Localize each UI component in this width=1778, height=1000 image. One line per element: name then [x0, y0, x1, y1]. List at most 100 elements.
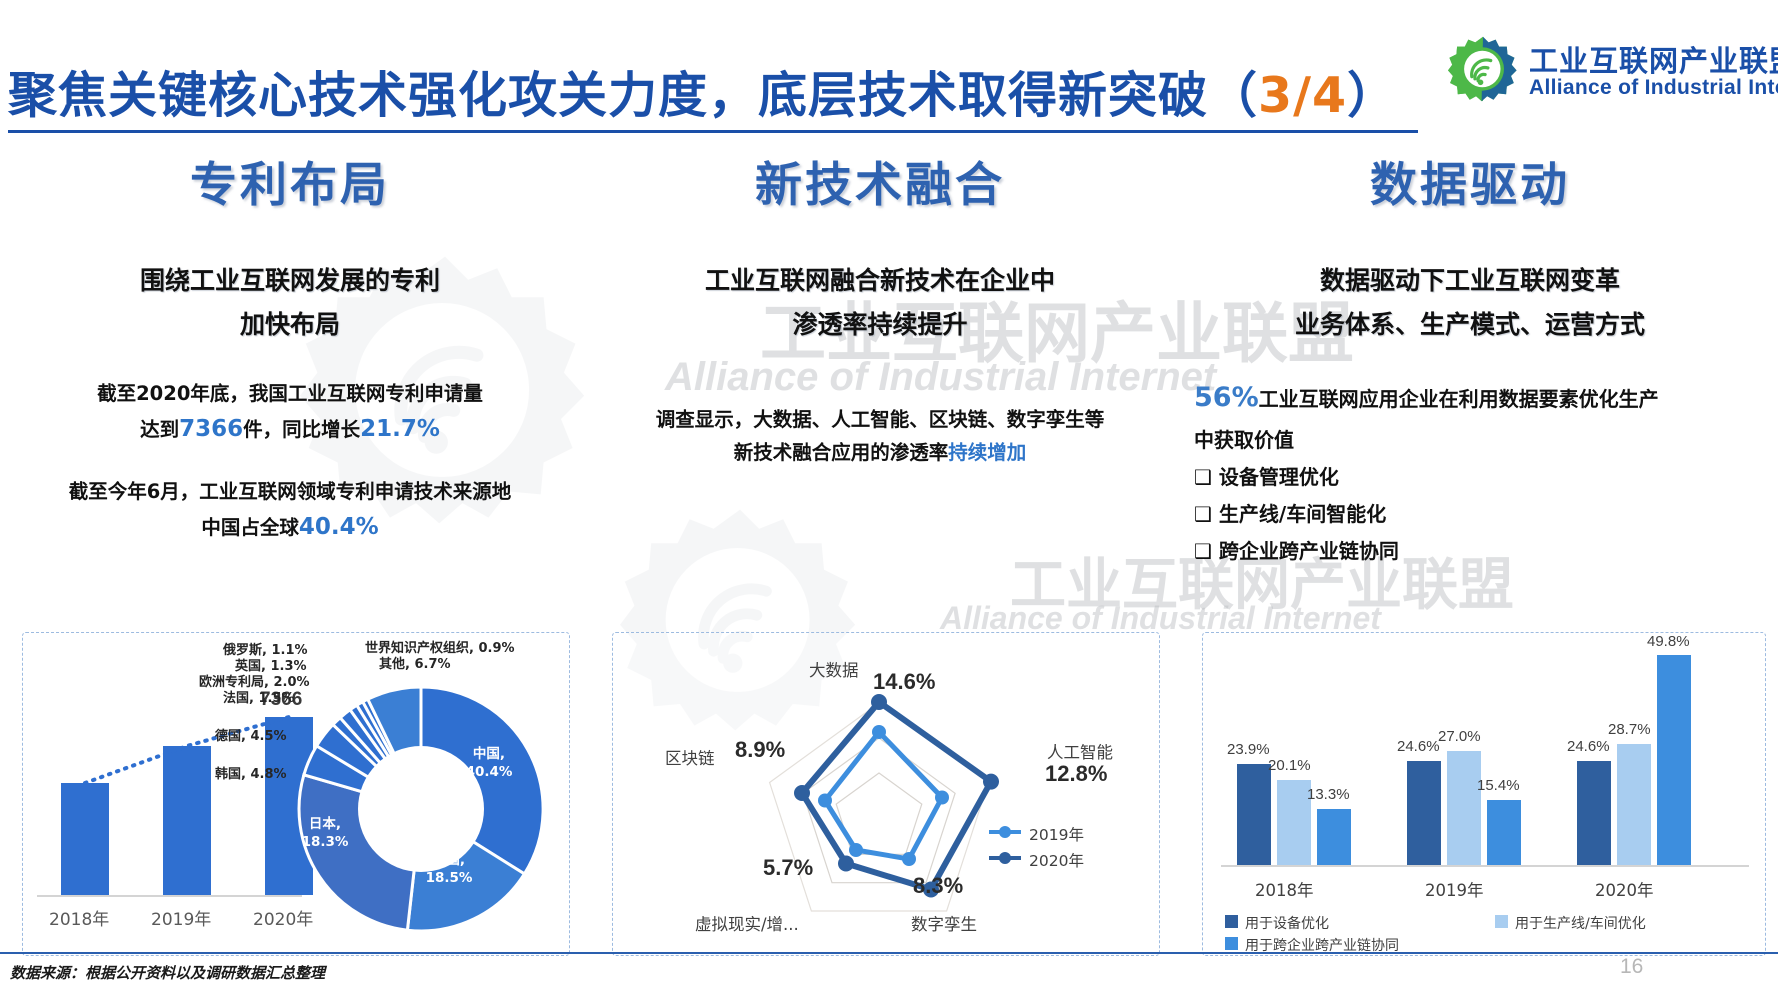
source-note: 数据来源：根据公开资料以及调研数据汇总整理 [10, 964, 326, 982]
body-line-4: 中国占全球40.4% [201, 513, 379, 540]
bullet-item-2: ❑ 生产线/车间智能化 [1194, 502, 1387, 527]
donut-label-korea: 韩国, 4.8% [215, 767, 287, 782]
bar-trendline [83, 715, 291, 785]
bar-2020-chain [1657, 655, 1691, 865]
checkbox-icon: ❑ [1194, 465, 1219, 490]
section-subheading-1: 围绕工业互联网发展的专利 加快布局 [10, 259, 570, 347]
radar-legend-marks [989, 826, 1021, 864]
stat-patent-count: 7366 [179, 415, 244, 442]
body-text-3: 56%工业互联网应用企业在利用数据要素优化生产 中获取价值 ❑ 设备管理优化 ❑… [1190, 373, 1750, 571]
bar3-label-2018-line: 20.1% [1268, 757, 1311, 774]
body-line-2: 新技术融合应用的渗透率持续增加 [733, 440, 1027, 464]
logo-gear-icon [1447, 34, 1519, 104]
section-subheading-3: 数据驱动下工业互联网变革 业务体系、生产模式、运营方式 [1190, 259, 1750, 347]
bar-tick-2019: 2019年 [151, 910, 212, 930]
radar-category-vr: 虚拟现实/增... [695, 915, 799, 934]
footer-rule [0, 952, 1778, 954]
donut-label-russia: 俄罗斯, 1.1% [223, 643, 308, 658]
body-text-1: 截至2020年底，我国工业互联网专利申请量 达到7366件，同比增长21.7% [10, 377, 570, 449]
radar-category-digitaltwin: 数字孪生 [911, 915, 977, 934]
logo-name-cn: 工业互联网产业联盟 [1529, 44, 1778, 78]
radar-category-ai: 人工智能 [1047, 743, 1113, 762]
highlight-increase: 持续增加 [948, 440, 1027, 464]
body-line-1: 调查显示，大数据、人工智能、区块链、数字孪生等 [655, 407, 1105, 431]
donut-label-uk: 英国, 1.3% [235, 659, 307, 674]
bar3-label-2018-chain: 13.3% [1307, 786, 1350, 803]
body-text-1b: 截至今年6月，工业互联网领域专利申请技术来源地 中国占全球40.4% [10, 475, 570, 547]
donut-label-usa: 美国, 18.5% [425, 852, 473, 887]
bar3-label-2020-device: 24.6% [1567, 738, 1610, 755]
donut-label-wipo: 世界知识产权组织, 0.9% [365, 641, 515, 656]
section-heading-1: 专利布局 [190, 158, 390, 213]
donut-label-japan: 日本, 18.3% [301, 816, 349, 851]
bar3-label-2020-chain: 49.8% [1647, 633, 1690, 650]
brand-logo: 工业互联网产业联盟 Alliance of Industrial Interne… [1447, 32, 1778, 106]
bar-value-label-2020: 7366 [260, 689, 303, 710]
radar-svg [768, 694, 999, 912]
subheading-line-2: 加快布局 [239, 309, 340, 339]
bar3-tick-2018: 2018年 [1255, 881, 1314, 900]
body-text-2: 调查显示，大数据、人工智能、区块链、数字孪生等 新技术融合应用的渗透率持续增加 [600, 403, 1160, 469]
bar3-label-2019-chain: 15.4% [1477, 777, 1520, 794]
column-patent-layout: 专利布局 围绕工业互联网发展的专利 加快布局 截至2020年底，我国工业互联网专… [10, 140, 570, 980]
page-number: 16 [1620, 955, 1644, 978]
legend-swatch-device [1225, 915, 1238, 928]
stat-line-2: 中获取价值 [1194, 428, 1294, 453]
title-underline [8, 130, 1418, 133]
radar-legend-2019: 2019年 [1029, 826, 1084, 844]
body-line-3: 截至今年6月，工业互联网领域专利申请技术来源地 [68, 479, 512, 503]
bullet-item-1: ❑ 设备管理优化 [1194, 465, 1339, 490]
stat-56-percent: 56% [1194, 381, 1259, 413]
subheading-line-1: 围绕工业互联网发展的专利 [139, 266, 440, 295]
stat-line: 56%工业互联网应用企业在利用数据要素优化生产 [1194, 381, 1659, 413]
radar-value-bigdata: 14.6% [873, 669, 936, 694]
legend-label-chain: 用于跨企业跨产业链协同 [1245, 938, 1399, 954]
bar3-axis-x [1221, 865, 1749, 867]
bar-2020-device [1577, 761, 1611, 865]
slide-header: 聚焦关键核心技术强化攻关力度，底层技术取得新突破（3/4） [0, 26, 1778, 133]
donut-label-china: 中国, 40.4% [465, 746, 513, 781]
bar-axis-x [37, 895, 302, 897]
legend-swatch-line [1495, 915, 1508, 928]
bar3-label-2018-device: 23.9% [1227, 741, 1270, 758]
page-title-number: 3/4 [1258, 67, 1348, 124]
bar-2020-line [1617, 744, 1651, 865]
section-subheading-2: 工业互联网融合新技术在企业中 渗透率持续提升 [600, 259, 1160, 347]
section-heading-2: 新技术融合 [755, 158, 1005, 213]
legend-swatch-chain [1225, 937, 1238, 950]
radar-value-digitaltwin: 8.3% [913, 873, 964, 898]
checkbox-icon: ❑ [1194, 502, 1219, 527]
chart-data-usage-bars: 23.9% 20.1% 13.3% 2018年 24.6% 27.0% 15.4… [1202, 632, 1766, 956]
bar-2018 [61, 783, 109, 895]
subheading-line-2: 渗透率持续提升 [792, 309, 968, 339]
subheading-line-1: 工业互联网融合新技术在企业中 [704, 266, 1055, 295]
radar-value-blockchain: 8.9% [735, 737, 786, 762]
radar-legend-2020: 2020年 [1029, 852, 1084, 870]
bar-2018-device [1237, 764, 1271, 865]
donut-label-germany: 德国, 4.5% [215, 729, 287, 744]
legend-label-line: 用于生产线/车间优化 [1515, 916, 1646, 932]
chart-tech-penetration-radar: 大数据 14.6% 人工智能 12.8% 数字孪生 8.3% 虚拟现实/增...… [612, 632, 1160, 956]
bar-2019-line [1447, 751, 1481, 865]
stat-growth-rate: 21.7% [360, 415, 440, 442]
section-heading-3: 数据驱动 [1370, 158, 1570, 213]
bar3-label-2020-line: 28.7% [1608, 721, 1651, 738]
body-line-1: 截至2020年底，我国工业互联网专利申请量 [97, 381, 483, 405]
bar3-label-2019-line: 27.0% [1438, 728, 1481, 745]
bar-2019 [163, 746, 211, 895]
bar-2019-device [1407, 761, 1441, 865]
chart-patent-overview: 7366 2018年 2019年 2020年 [22, 632, 570, 956]
bar-2019-chain [1487, 800, 1521, 865]
body-line-2: 达到7366件，同比增长21.7% [140, 415, 440, 442]
legend-label-device: 用于设备优化 [1245, 916, 1329, 932]
radar-value-ai: 12.8% [1045, 761, 1108, 786]
bar3-label-2019-device: 24.6% [1397, 738, 1440, 755]
bullet-item-3: ❑ 跨企业跨产业链协同 [1194, 539, 1399, 564]
column-data-driven: 数据驱动 数据驱动下工业互联网变革 业务体系、生产模式、运营方式 56%工业互联… [1190, 140, 1750, 980]
logo-name-en: Alliance of Industrial Internet [1529, 76, 1778, 99]
bar3-tick-2020: 2020年 [1595, 881, 1654, 900]
donut-label-other: 其他, 6.7% [379, 657, 451, 672]
bar-2018-line [1277, 780, 1311, 865]
checkbox-icon: ❑ [1194, 539, 1219, 564]
